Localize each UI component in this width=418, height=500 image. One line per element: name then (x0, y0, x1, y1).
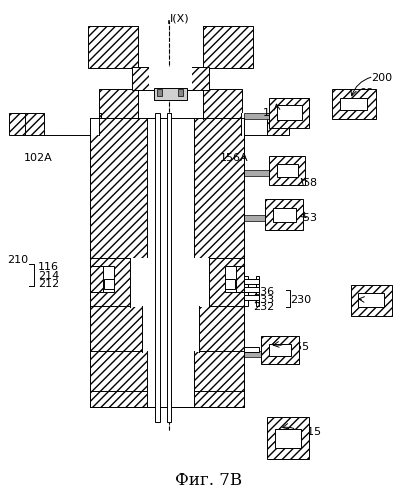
Bar (269, 344, 291, 356)
Bar (143, 306, 199, 352)
Bar (256, 276, 259, 306)
Text: 915: 915 (301, 427, 322, 437)
Bar (277, 106, 302, 120)
Bar (277, 164, 298, 177)
Bar (245, 276, 248, 306)
Text: 153: 153 (296, 212, 318, 222)
Bar (186, 118, 245, 260)
Bar (241, 113, 289, 136)
Bar (245, 295, 259, 300)
Text: 255: 255 (288, 342, 309, 352)
Bar (146, 351, 194, 392)
Text: 232: 232 (253, 302, 274, 312)
Bar (241, 113, 268, 136)
Bar (157, 90, 162, 96)
Bar (270, 98, 309, 128)
Text: 196: 196 (357, 96, 378, 106)
Bar (245, 279, 259, 284)
Bar (245, 170, 270, 176)
Bar (261, 336, 298, 363)
Bar (88, 26, 253, 68)
Bar (245, 114, 270, 119)
Bar (245, 351, 262, 357)
Bar (340, 98, 367, 110)
Bar (104, 279, 115, 289)
Bar (90, 266, 103, 292)
Bar (9, 113, 25, 136)
Bar (99, 90, 242, 120)
Bar (138, 90, 203, 120)
Text: 214: 214 (38, 271, 59, 281)
Bar (273, 208, 296, 222)
Bar (245, 347, 259, 352)
Bar (236, 266, 244, 292)
Text: 230: 230 (290, 295, 311, 305)
Text: 922: 922 (365, 298, 387, 308)
Bar (225, 279, 235, 289)
Text: 212: 212 (38, 280, 59, 289)
Bar (90, 266, 114, 292)
Bar (148, 66, 191, 90)
Bar (178, 90, 183, 96)
Text: 168: 168 (296, 178, 318, 188)
Bar (155, 113, 160, 422)
Bar (23, 113, 101, 136)
Bar (167, 113, 171, 422)
Bar (245, 287, 259, 292)
Bar (275, 428, 301, 448)
Text: 210: 210 (7, 255, 28, 265)
Bar (245, 215, 266, 221)
Text: 98: 98 (359, 88, 373, 98)
Bar (265, 199, 303, 230)
Bar (90, 306, 245, 352)
Text: 200: 200 (372, 73, 393, 83)
Bar (332, 90, 376, 120)
Text: 156A: 156A (219, 153, 248, 163)
Bar (90, 258, 245, 308)
Text: I(X): I(X) (170, 13, 190, 23)
Bar (132, 66, 209, 90)
Bar (270, 156, 305, 185)
Text: 236: 236 (253, 288, 274, 298)
Bar (358, 294, 384, 308)
Bar (146, 391, 194, 407)
Bar (90, 351, 245, 392)
Text: Фиг. 7B: Фиг. 7B (176, 472, 242, 489)
Bar (90, 391, 245, 407)
Bar (90, 118, 155, 260)
Bar (351, 285, 393, 316)
Bar (225, 266, 244, 292)
Bar (130, 258, 209, 308)
Bar (146, 118, 194, 260)
Bar (44, 113, 99, 136)
Text: 116: 116 (38, 262, 59, 272)
Bar (154, 88, 186, 101)
Text: 102A: 102A (23, 153, 52, 163)
Text: 233: 233 (253, 295, 274, 305)
Text: 150: 150 (263, 108, 284, 118)
Bar (138, 26, 203, 68)
Bar (268, 417, 309, 460)
